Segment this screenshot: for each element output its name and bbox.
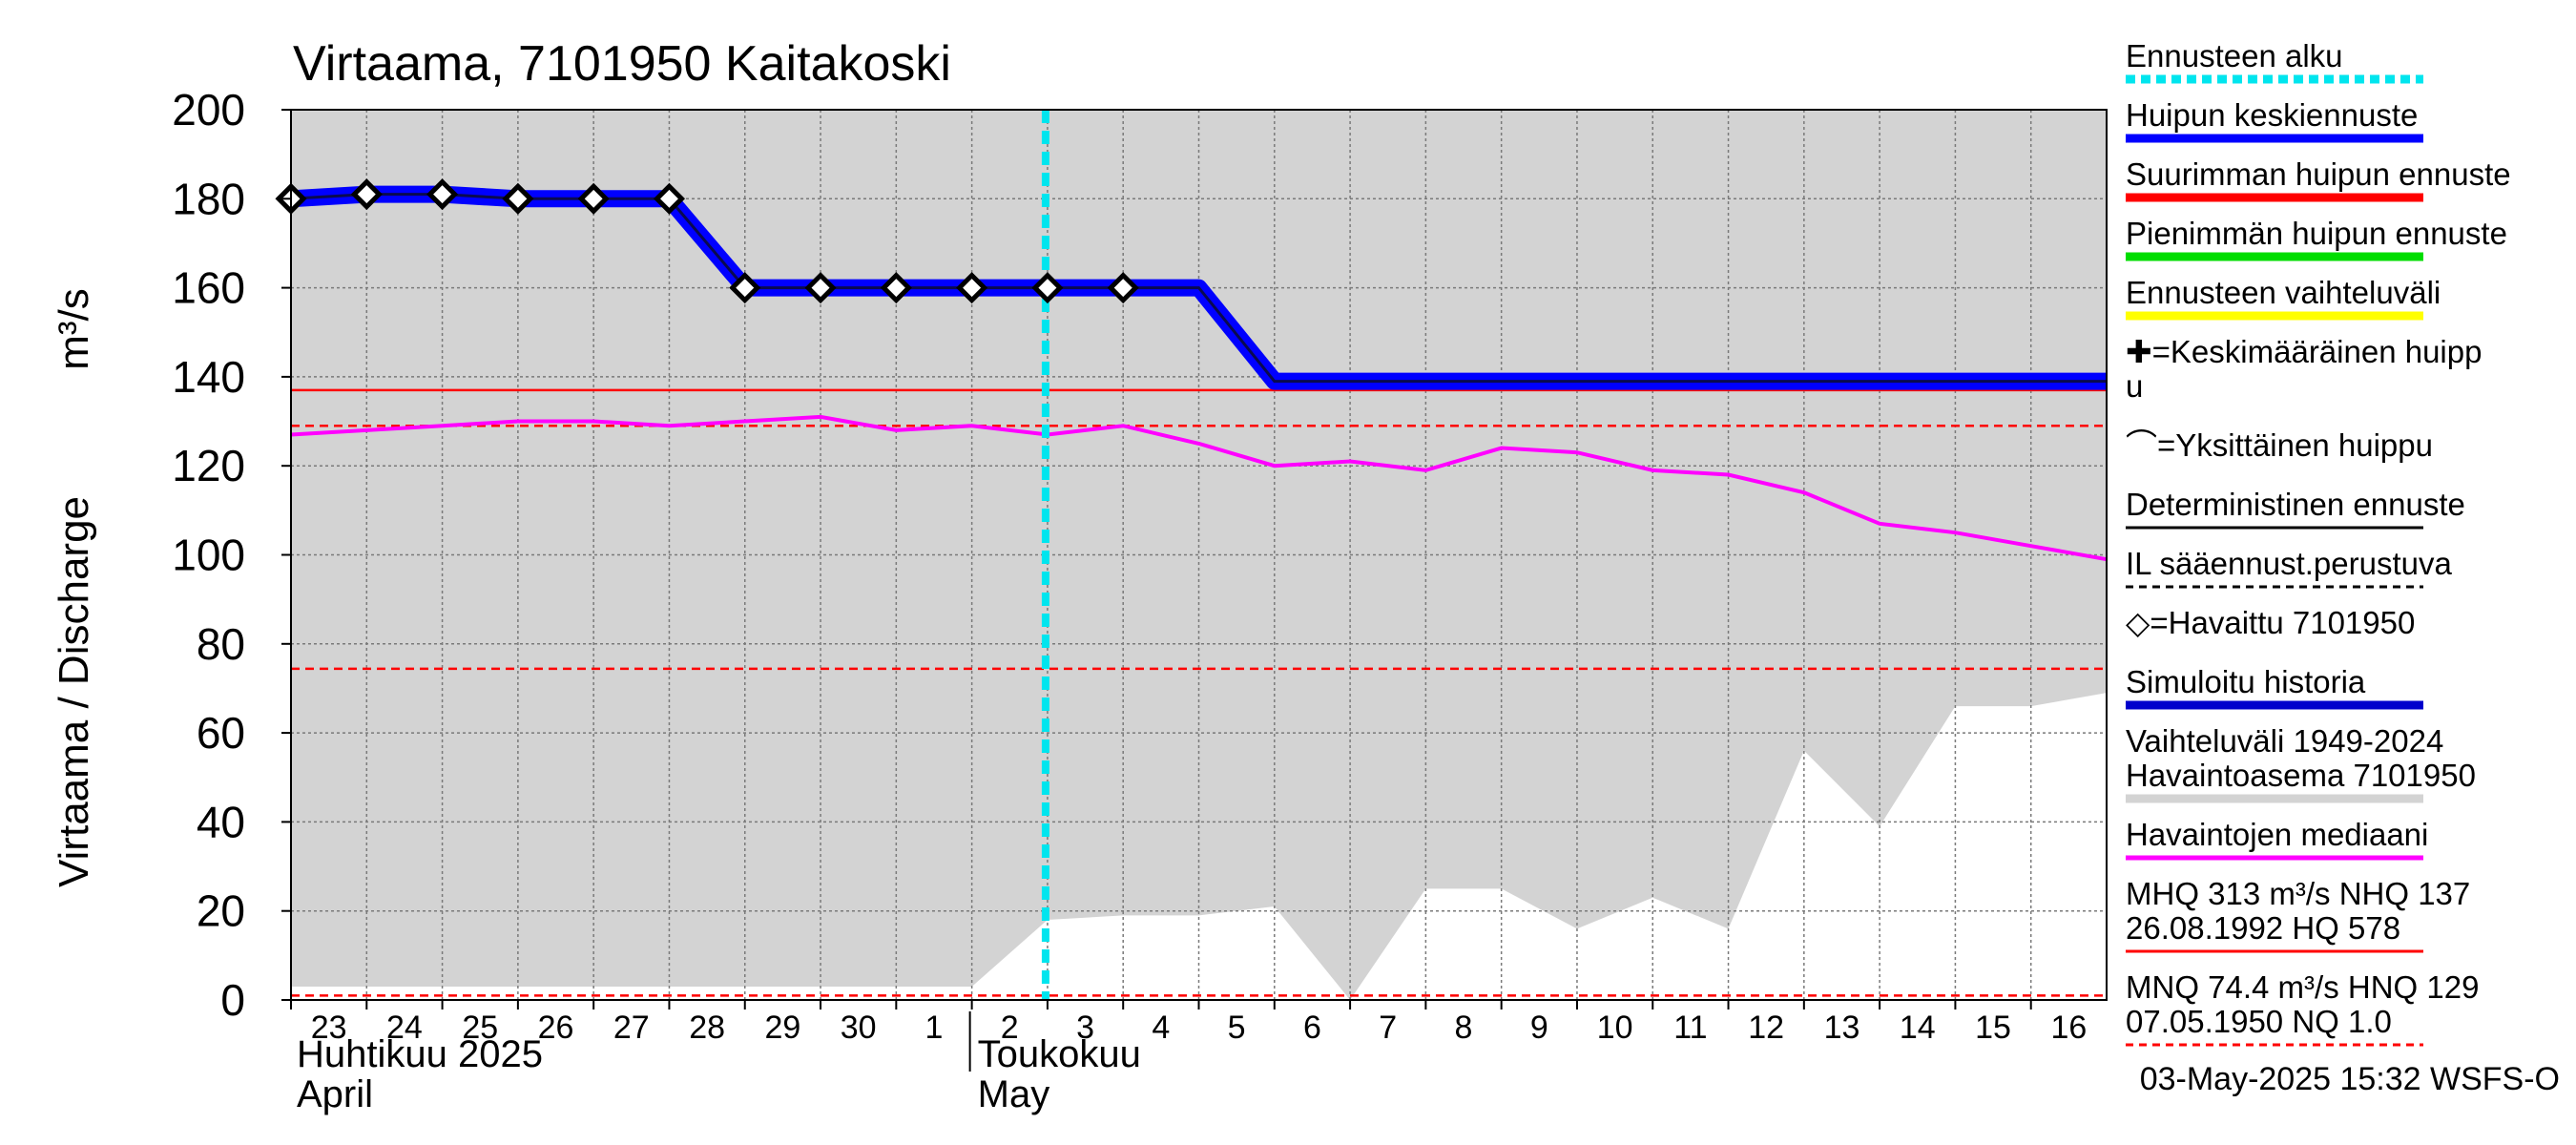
legend-entry: Simuloitu historia <box>2126 664 2423 710</box>
x-tick-label: 5 <box>1228 1010 1246 1046</box>
month-label-en: May <box>978 1073 1050 1115</box>
observed-marker <box>956 272 988 304</box>
x-tick-label: 8 <box>1455 1010 1473 1046</box>
x-tick-label: 9 <box>1530 1010 1548 1046</box>
legend-label: Suurimman huipun ennuste <box>2126 156 2511 192</box>
x-tick-label: 6 <box>1303 1010 1321 1046</box>
legend-label: Havaintojen mediaani <box>2126 817 2428 852</box>
y-axis-label: Virtaama / Discharge m³/s <box>51 288 97 887</box>
timestamp-footer: 03-May-2025 15:32 WSFS-O <box>2140 1061 2560 1097</box>
observed-marker <box>729 272 761 304</box>
x-tick-label: 24 <box>386 1010 423 1046</box>
legend-entry: IL sääennust.perustuva <box>2126 546 2452 589</box>
legend-label: ⌒=Yksittäinen huippu <box>2126 427 2433 463</box>
legend-label: ◇=Havaittu 7101950 <box>2126 605 2415 640</box>
x-tick-label: 23 <box>311 1010 347 1046</box>
observed-marker <box>350 178 383 211</box>
legend-label: 26.08.1992 HQ 578 <box>2126 910 2400 946</box>
x-tick-label: 15 <box>1975 1010 2011 1046</box>
legend-entry: Suurimman huipun ennuste <box>2126 156 2511 202</box>
observed-marker <box>1107 272 1139 304</box>
y-tick-label: 80 <box>197 619 245 669</box>
legend-entry: ✚=Keskimääräinen huippu <box>2126 334 2482 404</box>
legend-label: IL sääennust.perustuva <box>2126 546 2452 581</box>
legend-label: Ennusteen vaihteluväli <box>2126 275 2441 310</box>
y-tick-label: 120 <box>172 441 245 490</box>
observed-marker <box>1031 272 1064 304</box>
y-tick-label: 40 <box>197 797 245 846</box>
legend-entry: ⌒=Yksittäinen huippu <box>2126 427 2433 463</box>
x-tick-label: 25 <box>462 1010 498 1046</box>
legend-entry: Pienimmän huipun ennuste <box>2126 216 2507 261</box>
legend-entry: ◇=Havaittu 7101950 <box>2126 605 2415 640</box>
y-tick-label: 60 <box>197 708 245 758</box>
legend-label: ✚=Keskimääräinen huipp <box>2126 334 2482 369</box>
legend: Ennusteen alku Huipun keskiennuste Suurimm… <box>2126 38 2511 1047</box>
x-tick-label: 16 <box>2050 1010 2087 1046</box>
chart-title: Virtaama, 7101950 Kaitakoski <box>293 36 951 92</box>
y-tick-label: 180 <box>172 174 245 223</box>
legend-label: Vaihteluväli 1949-2024 <box>2126 723 2443 759</box>
x-tick-label: 4 <box>1152 1010 1170 1046</box>
y-axis-title: Virtaama / Discharge <box>51 496 97 887</box>
y-tick-label: 20 <box>197 886 245 936</box>
observed-marker <box>577 182 610 215</box>
legend-label: Pienimmän huipun ennuste <box>2126 216 2507 251</box>
x-tick-label: 29 <box>764 1010 800 1046</box>
legend-entry: Huipun keskiennuste <box>2126 97 2423 143</box>
y-tick-label: 160 <box>172 263 245 313</box>
x-tick-label: 30 <box>841 1010 877 1046</box>
observed-marker <box>804 272 837 304</box>
variation-band <box>291 110 2107 1000</box>
y-tick-label: 0 <box>220 975 245 1025</box>
legend-label: Deterministinen ennuste <box>2126 487 2465 522</box>
month-label-fi: Huhtikuu 2025 <box>297 1033 543 1075</box>
x-tick-label: 13 <box>1824 1010 1860 1046</box>
y-tick-label: 200 <box>172 85 245 135</box>
x-tick-label: 27 <box>613 1010 650 1046</box>
legend-label: Huipun keskiennuste <box>2126 97 2418 133</box>
y-axis-unit: m³/s <box>51 288 97 370</box>
legend-label: u <box>2126 368 2143 404</box>
observed-marker <box>880 272 912 304</box>
x-tick-label: 12 <box>1748 1010 1784 1046</box>
x-tick-label: 14 <box>1900 1010 1936 1046</box>
x-tick-label: 28 <box>689 1010 725 1046</box>
x-tick-label: 10 <box>1597 1010 1633 1046</box>
x-tick-label: 3 <box>1076 1010 1094 1046</box>
legend-entry: Havaintojen mediaani <box>2126 817 2428 861</box>
x-tick-label: 11 <box>1673 1010 1707 1046</box>
legend-label: Simuloitu historia <box>2126 664 2366 699</box>
observed-marker <box>653 182 685 215</box>
legend-entry: Ennusteen alku <box>2126 38 2423 84</box>
legend-entry: Ennusteen vaihteluväli <box>2126 275 2441 321</box>
legend-label: MNQ 74.4 m³/s HNQ 129 <box>2126 969 2479 1005</box>
month-label-fi: Toukokuu <box>978 1033 1141 1075</box>
month-label-en: April <box>297 1073 373 1115</box>
legend-entry: Deterministinen ennuste <box>2126 487 2465 530</box>
x-tick-label: 1 <box>925 1010 944 1046</box>
legend-label: Havaintoasema 7101950 <box>2126 758 2476 793</box>
x-tick-label: 2 <box>1001 1010 1019 1046</box>
legend-entry: Vaihteluväli 1949-2024 Havaintoasema 710… <box>2126 723 2476 803</box>
y-tick-label: 140 <box>172 352 245 402</box>
legend-label: MHQ 313 m³/s NHQ 137 <box>2126 876 2470 911</box>
observed-marker <box>502 182 534 215</box>
legend-label: 07.05.1950 NQ 1.0 <box>2126 1004 2392 1039</box>
observed-marker <box>426 178 459 211</box>
x-tick-label: 26 <box>538 1010 574 1046</box>
x-tick-label: 7 <box>1379 1010 1397 1046</box>
median-line <box>290 414 2108 562</box>
legend-label: Ennusteen alku <box>2126 38 2343 73</box>
y-tick-label: 100 <box>172 531 245 580</box>
